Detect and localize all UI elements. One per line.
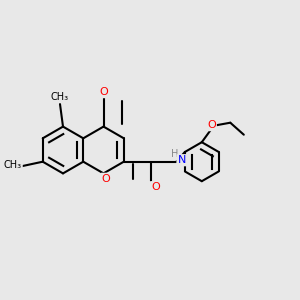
Text: N: N	[178, 155, 186, 165]
Text: H: H	[171, 149, 178, 159]
Text: O: O	[207, 120, 216, 130]
Text: CH₃: CH₃	[4, 160, 22, 170]
Text: O: O	[102, 174, 110, 184]
Text: O: O	[151, 182, 160, 192]
Text: O: O	[99, 87, 108, 97]
Text: CH₃: CH₃	[51, 92, 69, 102]
